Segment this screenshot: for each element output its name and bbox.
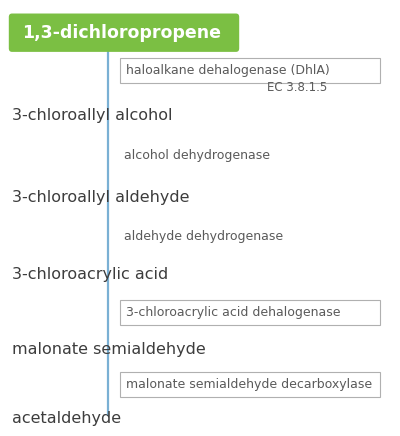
Text: EC 3.8.1.5: EC 3.8.1.5 <box>267 81 327 94</box>
Text: haloalkane dehalogenase (DhlA): haloalkane dehalogenase (DhlA) <box>126 64 330 77</box>
Text: malonate semialdehyde: malonate semialdehyde <box>12 342 206 357</box>
FancyBboxPatch shape <box>120 58 380 83</box>
Text: 3-chloroacrylic acid dehalogenase: 3-chloroacrylic acid dehalogenase <box>126 306 340 319</box>
Text: alcohol dehydrogenase: alcohol dehydrogenase <box>124 149 270 162</box>
Text: 3-chloroacrylic acid: 3-chloroacrylic acid <box>12 267 168 282</box>
Text: aldehyde dehydrogenase: aldehyde dehydrogenase <box>124 230 283 243</box>
Text: acetaldehyde: acetaldehyde <box>12 411 121 426</box>
Text: 3-chloroallyl aldehyde: 3-chloroallyl aldehyde <box>12 190 190 204</box>
Text: 1,3-dichloropropene: 1,3-dichloropropene <box>22 24 221 42</box>
Text: 3-chloroallyl alcohol: 3-chloroallyl alcohol <box>12 108 172 123</box>
FancyBboxPatch shape <box>9 14 239 52</box>
Text: malonate semialdehyde decarboxylase: malonate semialdehyde decarboxylase <box>126 378 372 391</box>
FancyBboxPatch shape <box>120 300 380 325</box>
FancyBboxPatch shape <box>120 372 380 397</box>
